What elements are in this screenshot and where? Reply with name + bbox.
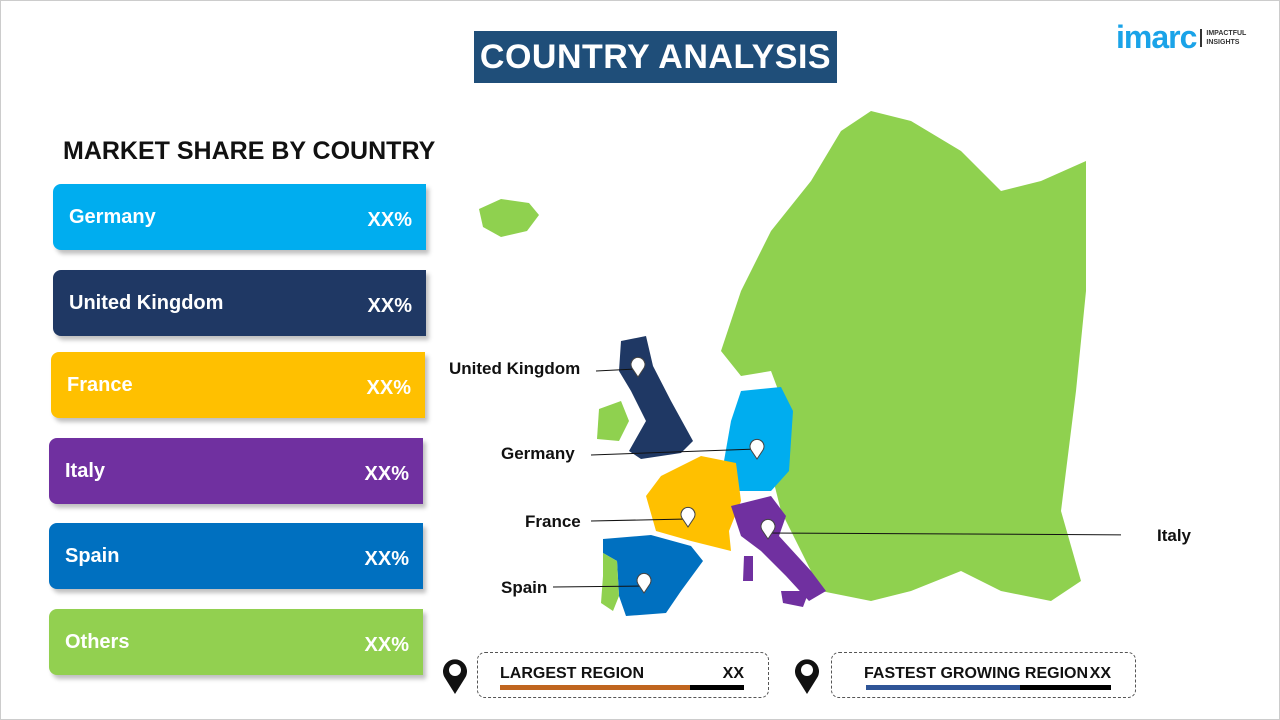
market-share-card-spain: Spain XX% [49, 523, 423, 589]
country-share: XX% [367, 209, 412, 231]
map-label-france: France [525, 512, 581, 531]
imarc-logo: imarc IMPACTFUL INSIGHTS [1116, 19, 1250, 56]
country-share: XX% [364, 634, 409, 656]
market-share-card-united-kingdom: United Kingdom XX% [53, 270, 426, 336]
europe-map [479, 111, 1121, 616]
market-share-card-others: Others XX% [49, 609, 423, 675]
country-name: Germany [69, 206, 156, 228]
country-share: XX% [367, 295, 412, 317]
leader-line-uk [595, 368, 638, 372]
pin-france-icon [680, 506, 696, 528]
market-share-card-france: France XX% [51, 352, 425, 418]
fastest-region-bar [866, 685, 1111, 690]
region-italy [731, 496, 826, 601]
country-name: Spain [65, 545, 120, 567]
region-germany [724, 387, 793, 491]
country-name: France [67, 374, 133, 396]
map-label-italy: Italy [1157, 526, 1192, 545]
country-share: XX% [364, 463, 409, 485]
region-sicily-sardinia [743, 556, 809, 607]
fastest-growing-region-box: FASTEST GROWING REGION XX [831, 652, 1136, 698]
region-iceland [479, 199, 539, 237]
largest-region-bar-fill [500, 685, 691, 690]
leader-line-spain [552, 585, 644, 588]
largest-region-box: LARGEST REGION XX [477, 652, 769, 698]
country-name: Italy [65, 460, 106, 482]
region-scandinavia-russia [721, 111, 1086, 601]
region-spain [603, 535, 703, 616]
region-france [646, 456, 741, 551]
market-share-card-italy: Italy XX% [49, 438, 423, 504]
region-united-kingdom [619, 336, 693, 459]
market-share-title: MARKET SHARE BY COUNTRY [63, 137, 436, 165]
location-pin-icon [443, 659, 467, 694]
pin-uk-icon [630, 356, 646, 378]
region-portugal [601, 553, 619, 611]
map-label-germany: Germany [501, 444, 575, 463]
leader-line-germany [590, 448, 758, 456]
leader-line-france [590, 518, 688, 522]
country-share: XX% [366, 377, 411, 399]
largest-region-bar [500, 685, 744, 690]
map-label-spain: Spain [501, 578, 548, 597]
page-title: COUNTRY ANALYSIS [474, 31, 837, 83]
market-share-card-germany: Germany XX% [53, 184, 426, 250]
fastest-region-bar-fill [866, 685, 1021, 690]
country-name: Others [65, 631, 130, 653]
region-ireland [597, 401, 629, 441]
country-share: XX% [364, 548, 409, 570]
pin-spain-icon [636, 572, 652, 594]
pin-germany-icon [749, 438, 765, 460]
leader-line-italy [766, 532, 1121, 536]
pin-italy-icon [760, 518, 776, 540]
country-name: United Kingdom [69, 292, 224, 314]
map-label-uk: United Kingdom [449, 359, 581, 378]
location-pin-icon [795, 659, 819, 694]
